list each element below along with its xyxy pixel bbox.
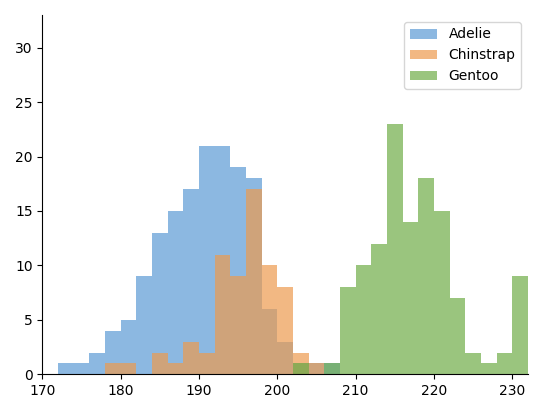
Bar (513, 276, 528, 374)
Bar (277, 287, 293, 374)
Bar (214, 146, 230, 374)
Bar (168, 363, 184, 374)
Bar (230, 276, 246, 374)
Bar (418, 178, 434, 374)
Bar (121, 320, 136, 374)
Bar (340, 287, 356, 374)
Bar (184, 189, 199, 374)
Legend: Adelie, Chinstrap, Gentoo: Adelie, Chinstrap, Gentoo (404, 22, 521, 89)
Bar (105, 363, 121, 374)
Bar (152, 353, 168, 374)
Bar (74, 363, 90, 374)
Bar (199, 146, 214, 374)
Bar (105, 331, 121, 374)
Bar (356, 266, 371, 374)
Bar (199, 353, 214, 374)
Bar (214, 254, 230, 374)
Bar (481, 363, 497, 374)
Bar (277, 342, 293, 374)
Bar (403, 222, 418, 374)
Bar (434, 211, 450, 374)
Bar (184, 342, 199, 374)
Bar (308, 363, 324, 374)
Bar (246, 189, 262, 374)
Bar (387, 124, 403, 374)
Bar (324, 363, 340, 374)
Bar (230, 167, 246, 374)
Bar (450, 298, 465, 374)
Bar (293, 353, 308, 374)
Bar (58, 363, 74, 374)
Bar (136, 276, 152, 374)
Bar (308, 363, 324, 374)
Bar (121, 363, 136, 374)
Bar (90, 353, 105, 374)
Bar (293, 363, 308, 374)
Bar (371, 244, 387, 374)
Bar (262, 309, 277, 374)
Bar (152, 233, 168, 374)
Bar (262, 266, 277, 374)
Bar (293, 363, 308, 374)
Bar (246, 178, 262, 374)
Bar (324, 363, 340, 374)
Bar (168, 211, 184, 374)
Bar (497, 353, 513, 374)
Bar (465, 353, 481, 374)
